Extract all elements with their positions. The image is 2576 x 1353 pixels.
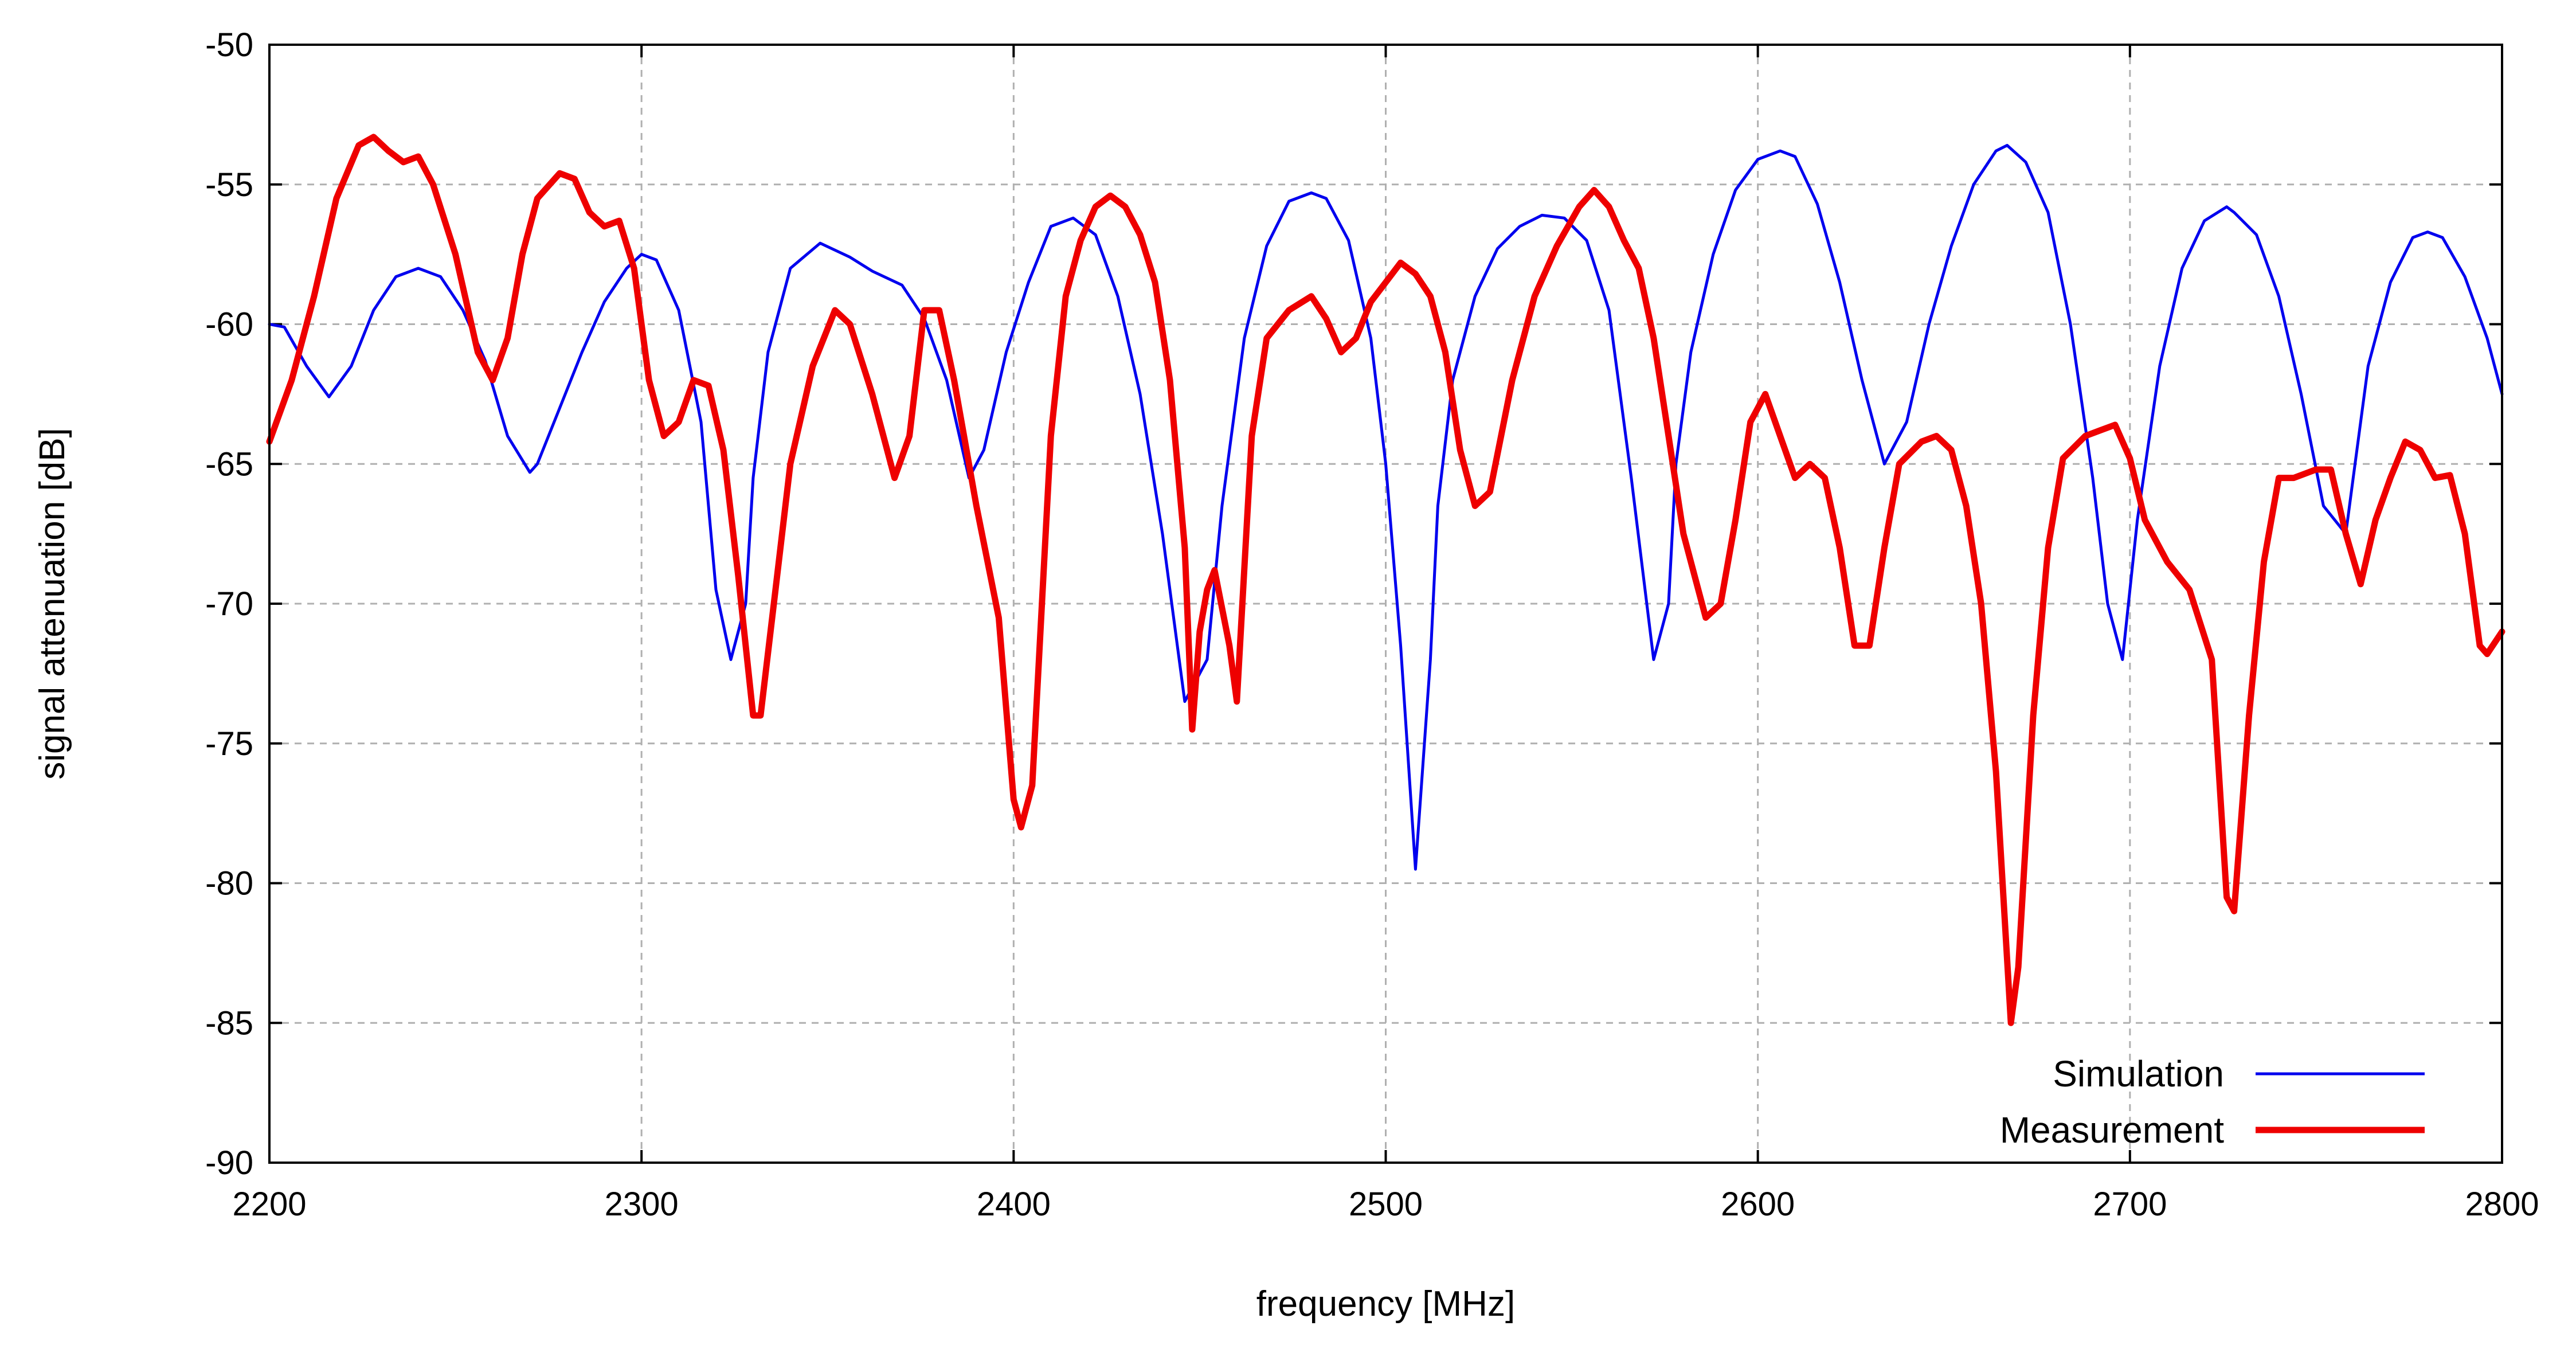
grid-lines [268,44,2503,1164]
x-tick-labels: 2200 2300 2400 2500 2600 2700 2800 [232,1186,2539,1223]
x-tick-label: 2200 [232,1186,306,1223]
x-axis-label: frequency [MHz] [1256,1284,1515,1324]
legend: Simulation Measurement [2000,1053,2425,1151]
x-tick-label: 2800 [2465,1186,2539,1223]
x-tick-label: 2300 [605,1186,679,1223]
y-tick-label: -60 [205,306,253,343]
y-tick-label: -85 [205,1004,253,1042]
y-tick-label: -50 [205,26,253,64]
legend-label-simulation: Simulation [2053,1053,2224,1094]
x-tick-label: 2400 [977,1186,1051,1223]
y-tick-label: -75 [205,725,253,762]
y-tick-labels: -50 -55 -60 -65 -70 -75 -80 -85 -90 [205,26,253,1182]
legend-label-measurement: Measurement [2000,1109,2225,1151]
x-tick-label: 2700 [2093,1186,2167,1223]
y-tick-label: -80 [205,865,253,902]
y-axis-label: signal attenuation [dB] [33,428,72,780]
y-tick-label: -90 [205,1144,253,1182]
x-tick-label: 2500 [1349,1186,1423,1223]
y-tick-label: -70 [205,585,253,623]
series-lines [266,134,2505,1026]
plot-frame [268,44,2503,1164]
series-line-measurement [266,134,2505,1026]
y-tick-label: -65 [205,445,253,483]
y-tick-label: -55 [205,166,253,204]
x-tick-label: 2600 [1721,1186,1795,1223]
